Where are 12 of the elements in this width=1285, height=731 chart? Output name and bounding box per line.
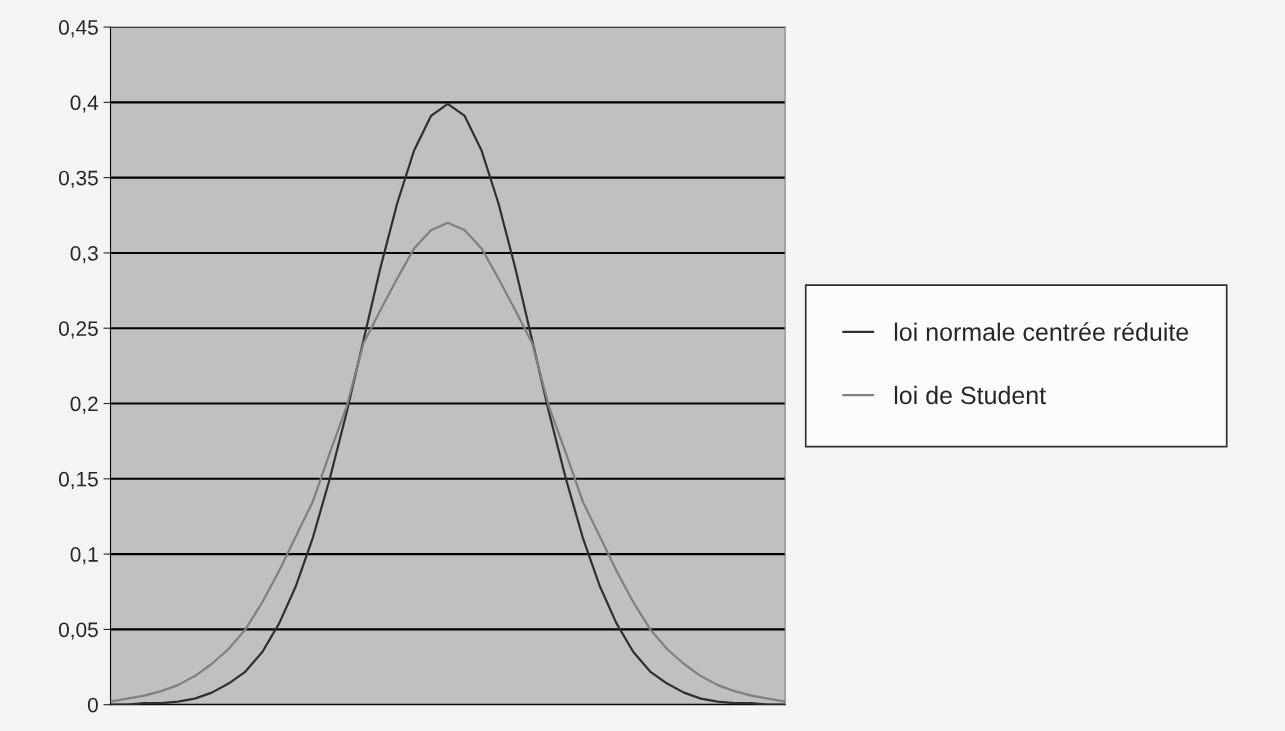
y-tick-label: 0,45 (58, 20, 98, 38)
y-tick-label: 0,3 (70, 245, 98, 264)
legend-label: loi normale centrée réduite (894, 322, 1189, 341)
y-tick-label: 0,35 (58, 170, 98, 188)
y-tick-label: 0,4 (70, 95, 99, 113)
y-tick-label: 0,2 (70, 396, 98, 414)
y-tick-label: 0,05 (58, 622, 98, 640)
y-tick-label: 0 (87, 697, 98, 713)
legend-label: loi de Student (894, 385, 1046, 405)
y-tick-label: 0,25 (58, 321, 98, 339)
y-tick-label: 0,1 (70, 547, 98, 565)
y-tick-label: 0,15 (58, 471, 98, 490)
